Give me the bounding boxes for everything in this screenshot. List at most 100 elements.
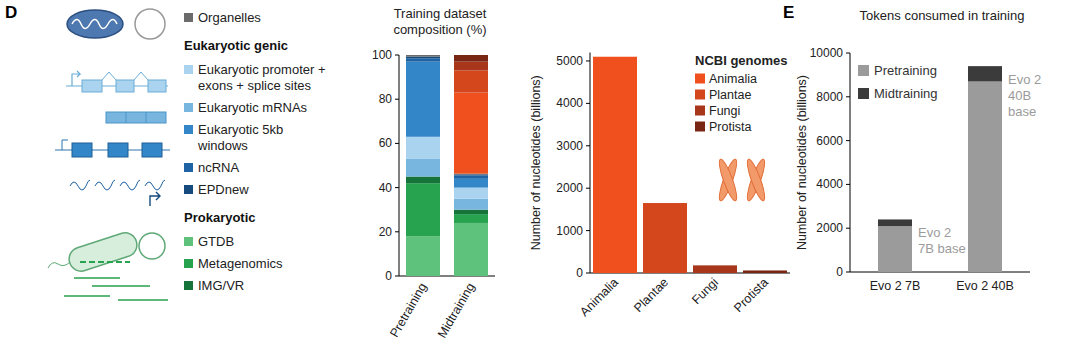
bar-segment — [406, 177, 440, 184]
chart-2: 0200040006000800010000Number of nucleoti… — [783, 3, 1041, 293]
chart-title-line: Training dataset — [394, 6, 487, 21]
annotation: Evo 240Bbase — [1008, 72, 1041, 119]
icon-plasmid — [135, 9, 165, 39]
legend-swatch — [184, 13, 193, 22]
icon-exon — [148, 80, 166, 92]
y-tick — [586, 145, 590, 146]
legend-swatch — [184, 259, 193, 268]
y-tick-label: 2000 — [556, 181, 583, 195]
icon-promoter — [150, 192, 160, 206]
bar-segment — [406, 55, 440, 56]
annotation-line: 7B base — [918, 241, 966, 256]
icon-chromatid — [744, 158, 768, 202]
icon-window — [72, 143, 92, 157]
bar-segment — [454, 62, 488, 71]
bar-segment — [454, 188, 488, 199]
chart-title: Training datasetcomposition (%) — [393, 6, 486, 37]
legend-entry: Fungi — [709, 104, 740, 118]
legend-swatch — [184, 125, 193, 134]
icon-chromatid — [716, 158, 740, 202]
bar-segment — [406, 55, 440, 56]
bar-segment — [406, 62, 440, 137]
y-tick-label: 60 — [379, 136, 393, 150]
icon-splice — [102, 72, 148, 80]
legend-group-title: Eukaryotic genic — [184, 38, 288, 53]
y-axis-label: Number of nucleotides (billions) — [529, 75, 543, 250]
icon-plasmid — [139, 233, 165, 259]
bar-segment — [406, 159, 440, 177]
icon-reads — [64, 295, 110, 297]
legend-swatch — [695, 74, 705, 84]
x-tick-label: Animalia — [577, 275, 621, 319]
y-tick-label: 6000 — [816, 134, 843, 148]
y-tick — [586, 60, 590, 61]
y-tick — [395, 55, 399, 56]
legend-entry-line: exons + splice sites — [198, 78, 312, 93]
y-tick-label: 80 — [379, 92, 393, 106]
annotation-line: 40B — [1008, 88, 1031, 103]
legend-entry-line: Eukaryotic 5kb — [198, 122, 283, 137]
legend-swatch — [184, 103, 193, 112]
icon-reads — [74, 277, 120, 279]
figure: 020406080100PretrainingMidtrainingDTrain… — [0, 0, 1080, 351]
annotation-line: Evo 2 — [1008, 72, 1041, 87]
panel-label: E — [783, 3, 794, 22]
bar-segment — [454, 93, 488, 174]
icon-cristae — [72, 20, 117, 29]
y-tick — [395, 187, 399, 188]
bar-segment — [454, 210, 488, 214]
y-tick — [586, 273, 590, 274]
legend-entry: Pretraining — [874, 63, 937, 78]
legend-entry-line: Eukaryotic promoter + — [198, 62, 326, 77]
annotation: Evo 27B base — [918, 225, 966, 256]
legend-swatch — [858, 88, 869, 99]
y-tick — [846, 272, 850, 273]
chart-title-line: composition (%) — [393, 22, 486, 37]
panel-label: D — [5, 3, 17, 22]
icon-chromosomes — [716, 158, 768, 202]
y-tick — [846, 96, 850, 97]
y-tick — [395, 143, 399, 144]
y-tick-label: 4000 — [556, 96, 583, 110]
annotation-line: base — [1008, 104, 1036, 119]
y-tick-label: 40 — [379, 181, 393, 195]
legend-swatch — [184, 281, 193, 290]
legend-swatch — [184, 163, 193, 172]
bar-segment — [406, 55, 440, 57]
bar-segment — [406, 236, 440, 276]
legend-entry: IMG/VR — [198, 278, 244, 293]
y-tick — [395, 276, 399, 277]
y-tick — [586, 188, 590, 189]
plot-marks — [593, 57, 787, 273]
icon-exon — [116, 80, 134, 92]
y-tick-label: 2000 — [816, 221, 843, 235]
bar-segment — [968, 66, 1002, 81]
y-tick-label: 20 — [379, 225, 393, 239]
x-tick-label: Pretraining — [387, 280, 429, 339]
bar — [643, 203, 687, 273]
plot-marks — [406, 55, 488, 276]
bar-segment — [454, 223, 488, 276]
y-tick — [586, 230, 590, 231]
annotation-line: Evo 2 — [918, 225, 951, 240]
y-axis-line — [590, 53, 591, 274]
bar-segment — [406, 57, 440, 59]
y-tick — [846, 184, 850, 185]
icon-window — [142, 143, 162, 157]
legend-entry: EPDnew — [198, 182, 249, 197]
bar — [693, 265, 737, 273]
y-axis-line — [399, 55, 400, 276]
legend-entry: Midtraining — [874, 86, 938, 101]
legend-entry: Animalia — [709, 72, 757, 86]
legend-title: NCBI genomes — [695, 53, 787, 68]
legend-swatch — [184, 237, 193, 246]
y-tick-label: 1000 — [556, 224, 583, 238]
y-tick-label: 10000 — [810, 46, 844, 60]
bar-segment — [454, 175, 488, 178]
plot-marks — [878, 66, 1002, 272]
chart-0: 020406080100PretrainingMidtrainingDTrain… — [5, 3, 495, 340]
legend-swatch — [695, 106, 705, 116]
legend-swatch — [695, 90, 705, 100]
x-tick-label: Evo 2 7B — [870, 279, 921, 293]
icon-mrna — [106, 112, 166, 123]
